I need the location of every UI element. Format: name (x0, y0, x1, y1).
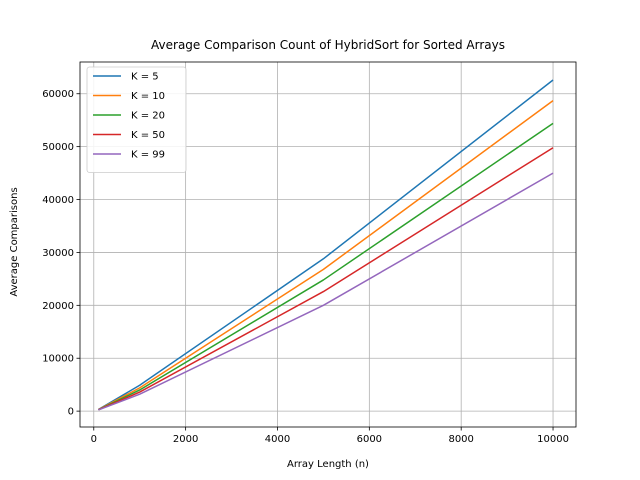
y-axis-label: Average Comparisons (9, 187, 20, 296)
series-line (98, 172, 554, 411)
legend-box (86, 66, 187, 173)
x-tick-label: 0 (91, 434, 97, 445)
series-line (98, 100, 554, 411)
series-line (98, 147, 554, 411)
x-tick-label: 8000 (448, 434, 473, 445)
plot-frame (79, 61, 577, 428)
y-tick-label: 40000 (42, 195, 74, 206)
y-tick-label: 60000 (42, 89, 74, 100)
legend-label: K = 20 (131, 111, 165, 122)
legend-label: K = 99 (131, 150, 165, 161)
y-tick-label: 0 (68, 407, 74, 418)
x-tick-label: 6000 (357, 434, 382, 445)
y-tick-label: 50000 (42, 142, 74, 153)
x-axis-ticks: 0 2000 4000 6000 8000 10000 (91, 427, 569, 445)
legend-label: K = 50 (131, 130, 165, 141)
x-tick-label: 2000 (173, 434, 198, 445)
x-tick-label: 10000 (537, 434, 569, 445)
series-lines (97, 79, 554, 411)
chart-title: Average Comparison Count of HybridSort f… (151, 38, 505, 52)
legend: K = 5 K = 10 K = 20 K = 50 K = 99 (86, 66, 187, 173)
series-line (97, 79, 554, 411)
legend-label: K = 5 (131, 72, 159, 83)
x-tick-label: 4000 (265, 434, 290, 445)
y-tick-label: 10000 (42, 354, 74, 365)
y-tick-label: 20000 (42, 301, 74, 312)
series-line (98, 122, 554, 411)
y-tick-label: 30000 (42, 248, 74, 259)
y-axis-ticks: 0 10000 20000 30000 40000 50000 60000 (42, 89, 80, 418)
legend-label: K = 10 (131, 91, 165, 102)
x-axis-label: Array Length (n) (287, 459, 369, 470)
